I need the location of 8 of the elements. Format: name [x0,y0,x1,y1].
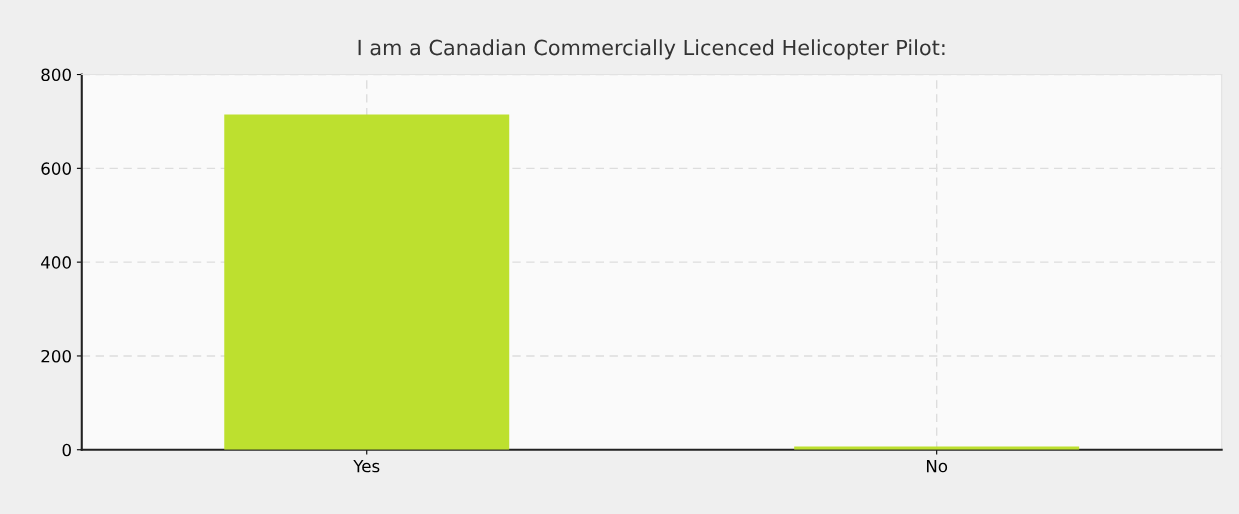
y-tick-label: 400 [41,256,71,269]
y-tick-label: 0 [62,443,71,457]
y-tick-label: 200 [41,349,71,363]
chart-title: I am a Canadian Commercially Licenced Helicopter Pilot: [358,39,945,60]
x-tick-label: No [926,459,948,473]
x-tick-label: Yes [353,459,380,473]
y-tick-label: 800 [41,68,71,82]
y-tick-label: 600 [41,162,71,175]
